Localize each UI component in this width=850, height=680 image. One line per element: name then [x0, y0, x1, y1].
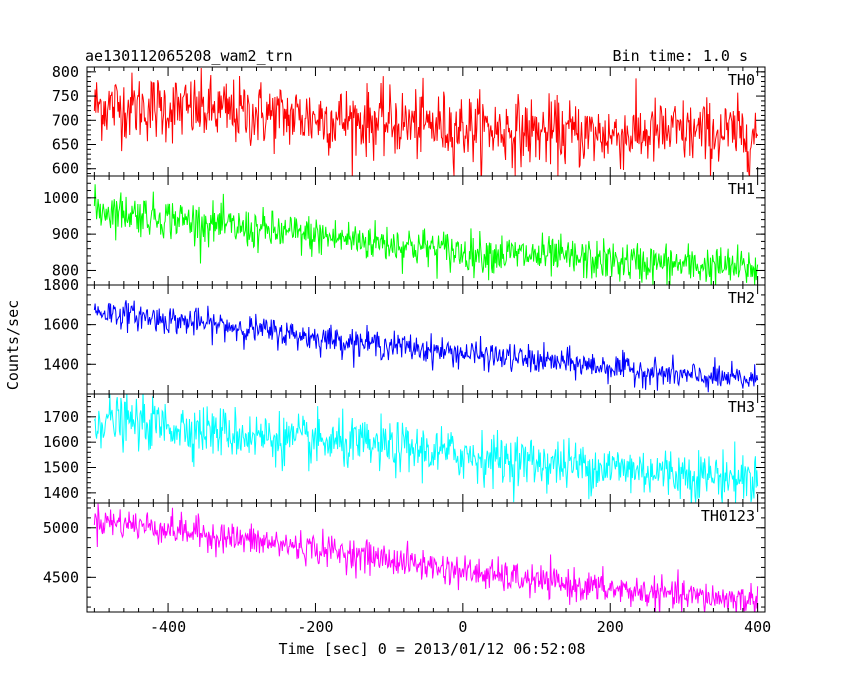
y-tick-label: 900: [52, 225, 79, 243]
y-tick-label: 5000: [43, 519, 79, 537]
panel-label: TH3: [728, 398, 755, 416]
panel-th2: TH2 1400 1600 1800: [43, 276, 766, 395]
y-tick-label: 1000: [43, 189, 79, 207]
x-tick-label: 400: [744, 618, 771, 636]
series-th2: [93, 300, 759, 393]
x-axis-label: Time [sec] 0 = 2013/01/12 06:52:08: [278, 640, 585, 658]
y-tick-label: 1800: [43, 276, 79, 294]
y-tick-label: 1700: [43, 408, 79, 426]
x-axis: -400 -200 0 200 400: [150, 618, 771, 636]
y-tick-label: 600: [52, 160, 79, 178]
y-tick-label: 750: [52, 87, 79, 105]
panel-th1: TH1 800 900 1000: [43, 175, 766, 286]
y-axis-label: Counts/sec: [4, 300, 22, 390]
y-tick-label: 650: [52, 136, 79, 154]
y-tick-label: 4500: [43, 568, 79, 586]
panel-th0: TH0 600 650 700 750 800: [52, 63, 766, 178]
figure-title: ae130112065208_wam2_trn: [85, 47, 293, 65]
series-th3: [93, 394, 759, 503]
panel-th0123: TH0123 4500 5000: [43, 502, 766, 613]
panel-label: TH2: [728, 289, 755, 307]
x-tick-label: -200: [297, 618, 333, 636]
panel-label: TH0: [728, 71, 755, 89]
y-tick-label: 1600: [43, 433, 79, 451]
series-th0: [93, 67, 759, 176]
y-tick-label: 1600: [43, 316, 79, 334]
panel-label: TH0123: [701, 507, 755, 525]
y-tick-label: 800: [52, 63, 79, 81]
panel-th3: TH3 1400 1500 1600 1700: [43, 393, 766, 504]
y-tick-label: 700: [52, 111, 79, 129]
y-tick-label: 800: [52, 261, 79, 279]
series-th1: [93, 184, 759, 285]
panel-frame: [86, 175, 766, 286]
x-tick-label: -400: [150, 618, 186, 636]
panel-label: TH1: [728, 180, 755, 198]
y-tick-label: 1500: [43, 459, 79, 477]
x-tick-label: 200: [597, 618, 624, 636]
series-th0123: [93, 503, 759, 612]
panels-group: TH0 600 650 700 750 800 TH1 800 900 1000 TH2 1400 16…: [43, 63, 766, 613]
bin-time-label: Bin time: 1.0 s: [613, 47, 748, 65]
y-tick-label: 1400: [43, 484, 79, 502]
y-tick-label: 1400: [43, 355, 79, 373]
x-tick-label: 0: [458, 618, 467, 636]
